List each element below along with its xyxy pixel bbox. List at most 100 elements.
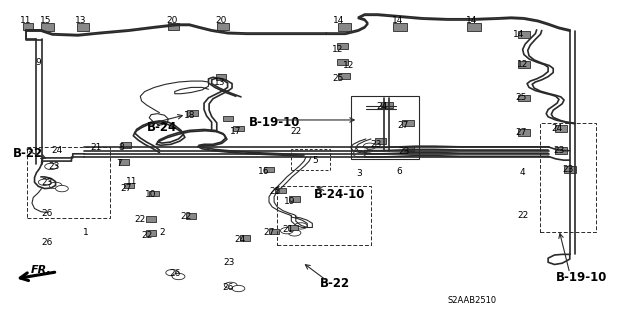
Text: 3: 3 <box>356 169 362 178</box>
Bar <box>467 23 481 31</box>
Text: 6: 6 <box>397 167 403 176</box>
Text: 22: 22 <box>290 127 301 136</box>
Bar <box>168 23 179 30</box>
Text: 17: 17 <box>230 127 242 136</box>
Circle shape <box>353 151 366 157</box>
Text: 14: 14 <box>333 16 345 25</box>
Text: 21: 21 <box>282 225 294 234</box>
Bar <box>381 102 393 108</box>
Bar <box>555 147 566 154</box>
Text: 24: 24 <box>235 235 246 244</box>
Circle shape <box>38 179 51 185</box>
Bar <box>275 188 285 193</box>
Bar <box>27 147 109 218</box>
Bar <box>289 196 300 202</box>
Bar <box>118 159 129 165</box>
Text: 11: 11 <box>126 176 138 186</box>
Bar <box>120 142 131 148</box>
Text: 12: 12 <box>343 61 355 70</box>
Bar <box>188 110 198 115</box>
Text: 24: 24 <box>52 145 63 154</box>
Bar <box>276 186 371 245</box>
Text: 25: 25 <box>332 74 344 83</box>
Text: 22: 22 <box>141 231 152 240</box>
Circle shape <box>280 227 293 234</box>
Text: 20: 20 <box>166 16 178 25</box>
Bar <box>337 43 348 49</box>
Text: B-24: B-24 <box>147 121 177 134</box>
Text: 23: 23 <box>48 162 60 171</box>
Text: B-22: B-22 <box>13 147 43 160</box>
Text: 23: 23 <box>563 165 574 174</box>
Bar <box>337 59 348 65</box>
Text: 15: 15 <box>40 16 52 25</box>
Text: 27: 27 <box>515 128 527 137</box>
Bar <box>376 138 386 144</box>
Text: 10: 10 <box>145 190 157 199</box>
Text: 23: 23 <box>371 140 382 149</box>
Circle shape <box>225 282 237 288</box>
Bar <box>338 23 351 31</box>
Text: B-19-10: B-19-10 <box>556 271 607 284</box>
Circle shape <box>45 163 58 170</box>
Text: B-24-10: B-24-10 <box>314 188 365 201</box>
Text: 9: 9 <box>35 58 41 67</box>
Text: 14: 14 <box>392 16 403 25</box>
Text: 23: 23 <box>553 146 564 155</box>
Text: 2: 2 <box>159 228 164 237</box>
Bar <box>518 95 530 101</box>
Text: 11: 11 <box>20 16 31 25</box>
Text: 21: 21 <box>90 143 101 152</box>
Circle shape <box>355 147 368 153</box>
Circle shape <box>288 230 301 236</box>
Bar <box>518 31 531 38</box>
Bar <box>564 167 575 173</box>
Bar <box>240 235 250 241</box>
Circle shape <box>56 185 68 192</box>
Text: 27: 27 <box>397 121 408 130</box>
Circle shape <box>166 270 179 276</box>
Circle shape <box>294 223 307 229</box>
Text: 14: 14 <box>466 16 477 25</box>
Text: 1: 1 <box>83 228 88 237</box>
Bar <box>124 182 134 188</box>
Text: 22: 22 <box>517 211 528 220</box>
Bar <box>186 213 196 219</box>
Text: 18: 18 <box>184 111 195 120</box>
Text: FR.: FR. <box>31 265 51 275</box>
Bar <box>23 23 33 30</box>
Text: 27: 27 <box>120 184 131 193</box>
Text: 27: 27 <box>263 228 275 237</box>
Text: 12: 12 <box>517 60 529 69</box>
Bar <box>223 115 233 121</box>
Text: 26: 26 <box>42 209 53 219</box>
Bar <box>234 126 244 131</box>
Bar <box>41 23 54 31</box>
Bar <box>291 149 330 170</box>
Text: 16: 16 <box>258 167 269 176</box>
Bar <box>351 96 419 159</box>
Text: 25: 25 <box>515 93 527 102</box>
Bar <box>264 167 274 173</box>
Bar <box>218 23 229 30</box>
Text: 19: 19 <box>284 197 295 206</box>
Bar <box>216 74 227 80</box>
Circle shape <box>232 286 245 292</box>
Bar <box>518 130 530 136</box>
Text: 14: 14 <box>513 30 525 39</box>
Bar <box>404 145 414 151</box>
Text: 23: 23 <box>42 178 53 187</box>
Text: 24: 24 <box>377 102 388 111</box>
Text: 23: 23 <box>224 258 236 267</box>
Text: 13: 13 <box>214 78 225 87</box>
Text: 26: 26 <box>222 283 234 292</box>
Text: 26: 26 <box>169 270 180 278</box>
Text: 22: 22 <box>180 212 192 221</box>
Text: 4: 4 <box>520 168 525 177</box>
Bar <box>269 229 279 234</box>
Text: S2AAB2510: S2AAB2510 <box>447 296 497 305</box>
Text: 25: 25 <box>269 187 281 196</box>
Bar <box>555 125 566 132</box>
Text: 20: 20 <box>216 16 227 25</box>
Circle shape <box>49 182 62 189</box>
